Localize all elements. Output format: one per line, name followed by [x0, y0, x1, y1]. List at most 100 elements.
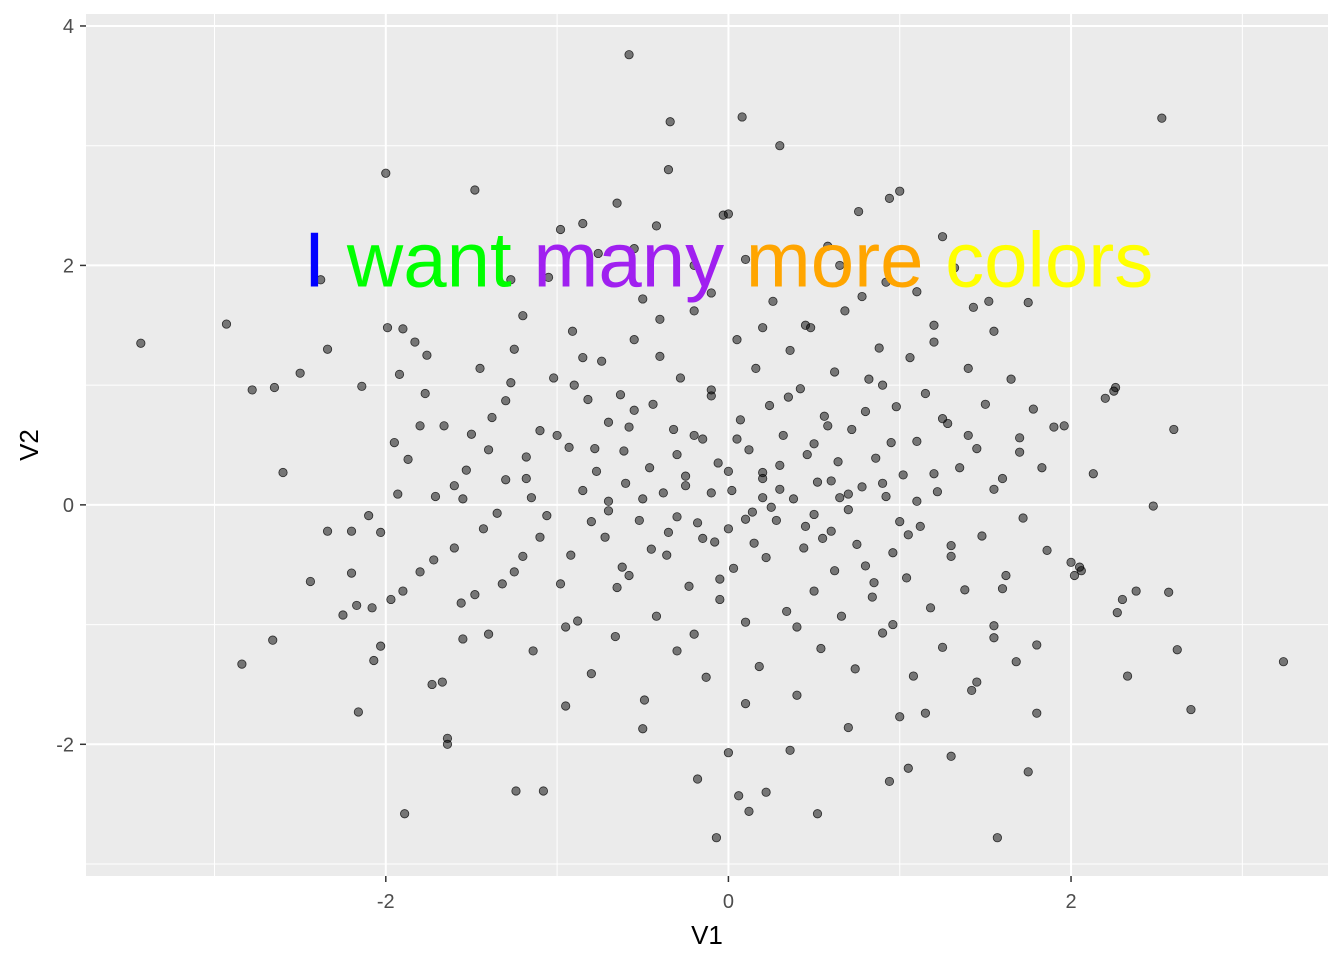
data-point	[322, 344, 333, 354]
data-point	[860, 406, 871, 417]
data-point	[367, 603, 377, 613]
data-point	[346, 526, 357, 536]
data-point	[639, 695, 650, 705]
data-point	[740, 254, 751, 265]
data-point	[877, 628, 888, 638]
data-point	[619, 446, 629, 456]
y-axis-title: V2	[14, 429, 44, 461]
data-point	[903, 530, 913, 540]
data-point	[867, 592, 877, 602]
data-point	[929, 337, 939, 347]
data-point	[492, 508, 502, 518]
data-point	[655, 314, 665, 324]
data-point	[136, 338, 146, 348]
data-point	[968, 302, 978, 312]
data-point	[835, 260, 845, 271]
data-point	[461, 465, 471, 475]
data-point	[884, 193, 895, 203]
data-point	[874, 343, 884, 353]
data-point	[963, 430, 973, 441]
data-point	[410, 337, 420, 347]
data-point	[1278, 657, 1289, 667]
data-point	[895, 517, 905, 527]
data-point	[946, 751, 956, 761]
data-point	[799, 543, 809, 553]
data-point	[672, 449, 682, 460]
data-point	[723, 209, 734, 219]
data-point	[937, 232, 948, 242]
data-point	[586, 669, 596, 679]
data-point	[884, 776, 895, 787]
data-point	[638, 294, 648, 304]
data-point	[818, 533, 828, 543]
data-point	[398, 586, 408, 596]
data-point	[847, 424, 857, 435]
data-point	[603, 496, 614, 506]
data-point	[888, 619, 898, 630]
data-point	[992, 833, 1002, 843]
data-point	[854, 206, 864, 217]
data-point	[1110, 382, 1121, 393]
data-point	[629, 405, 639, 415]
data-point	[812, 477, 823, 487]
data-point	[792, 622, 802, 632]
data-point	[1131, 586, 1141, 596]
data-point	[663, 527, 674, 537]
data-point	[802, 449, 812, 460]
data-point	[501, 396, 511, 406]
data-point	[740, 617, 751, 627]
data-point	[895, 712, 905, 722]
data-point	[1049, 422, 1059, 432]
data-point	[785, 345, 795, 356]
data-point	[989, 484, 999, 494]
data-point	[672, 512, 682, 522]
data-point	[429, 555, 439, 565]
data-point	[1112, 608, 1122, 618]
data-point	[456, 598, 466, 608]
data-point	[612, 198, 622, 208]
data-point	[795, 384, 805, 394]
data-point	[268, 635, 278, 645]
plot-panel	[86, 14, 1328, 876]
data-point	[989, 633, 999, 643]
data-point	[768, 296, 778, 306]
data-point	[1042, 545, 1052, 555]
data-point	[984, 296, 994, 306]
data-point	[364, 511, 374, 521]
data-point	[775, 141, 785, 151]
data-point	[946, 551, 956, 561]
data-point	[535, 426, 545, 436]
data-point	[734, 791, 744, 801]
data-point	[386, 594, 396, 605]
data-point	[470, 590, 480, 600]
data-point	[1164, 587, 1174, 597]
data-point	[624, 570, 634, 581]
data-point	[835, 493, 845, 503]
data-point	[967, 685, 977, 696]
data-point	[658, 488, 668, 498]
data-point	[624, 422, 634, 432]
data-point	[376, 641, 386, 651]
data-point	[727, 485, 737, 496]
data-point	[761, 552, 771, 563]
data-point	[800, 521, 811, 532]
data-point	[1032, 640, 1042, 650]
data-point	[758, 473, 768, 484]
data-point	[430, 491, 441, 502]
data-point	[819, 411, 829, 421]
data-point	[692, 518, 703, 528]
data-point	[578, 218, 588, 229]
data-point	[972, 443, 982, 454]
data-point	[603, 506, 614, 516]
data-point	[723, 524, 734, 534]
data-point	[501, 475, 511, 485]
data-point	[788, 494, 799, 504]
x-tick-labels: -2 0 2	[377, 891, 1077, 913]
data-point	[1148, 501, 1158, 511]
data-point	[972, 677, 982, 687]
data-point	[651, 611, 662, 621]
data-point	[680, 471, 691, 481]
data-point	[346, 568, 357, 578]
data-point	[706, 391, 716, 401]
data-point	[977, 531, 987, 541]
